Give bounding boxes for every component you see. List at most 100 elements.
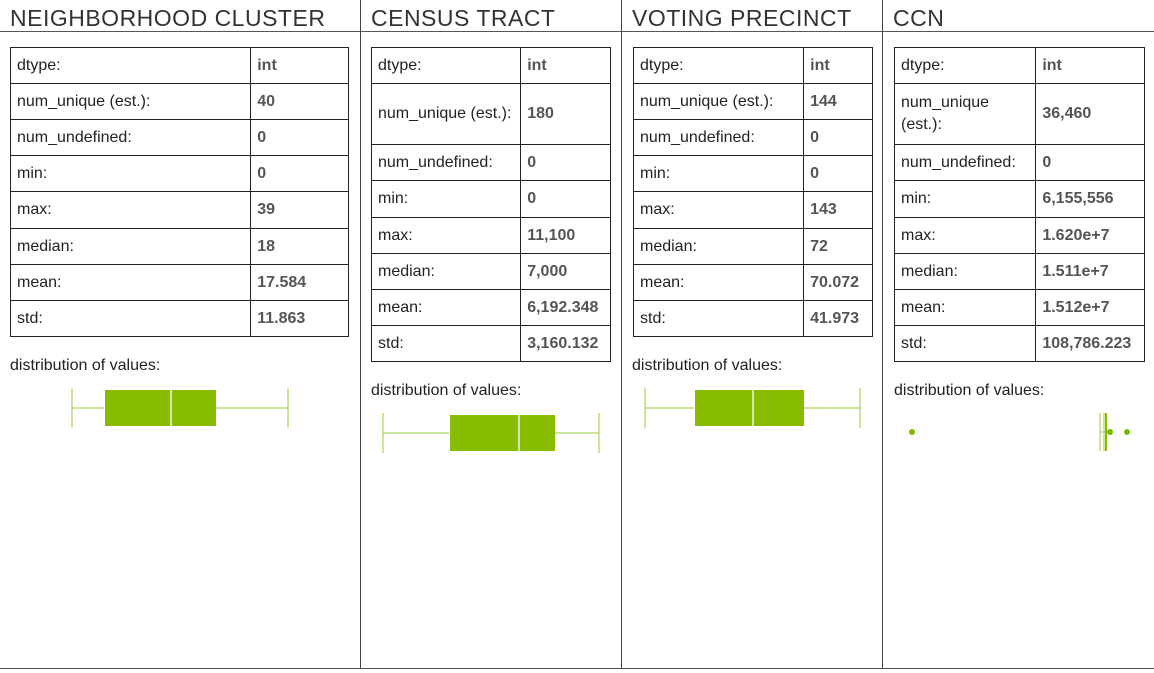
stats-table: dtype: int num_unique (est.): 40 num_undef… — [9, 47, 349, 337]
table-row: max: 143 — [632, 191, 873, 229]
stat-key-num-undefined: num_undefined: — [9, 119, 252, 156]
stat-value-min: 0 — [803, 155, 873, 192]
table-row: min: 0 — [632, 155, 873, 192]
column-title: CCN — [883, 0, 1154, 32]
stat-value-max: 143 — [803, 191, 873, 229]
box-rect — [695, 390, 804, 426]
column-title: CENSUS TRACT — [361, 0, 622, 32]
stat-key-dtype: dtype: — [9, 47, 252, 84]
stat-key-median: median: — [9, 228, 252, 265]
table-row: median: 7,000 — [370, 253, 611, 290]
stat-value-max: 1.620e+7 — [1035, 217, 1145, 254]
table-row: median: 18 — [9, 228, 349, 265]
stat-value-std: 41.973 — [803, 300, 873, 337]
table-row: dtype: int — [893, 47, 1145, 84]
table-row: dtype: int — [370, 47, 611, 84]
stat-value-mean: 17.584 — [250, 264, 349, 301]
stat-key-min: min: — [370, 180, 522, 218]
table-row: mean: 6,192.348 — [370, 289, 611, 326]
stats-table: dtype: int num_unique (est.): 144 num_unde… — [632, 47, 873, 337]
stat-key-std: std: — [893, 325, 1037, 362]
column-panel-neighborhood-cluster: NEIGHBORHOOD CLUSTER dtype: int num_uniqu… — [0, 0, 360, 669]
box-rect — [450, 415, 555, 451]
stat-value-median: 18 — [250, 228, 349, 265]
table-row: num_unique (est.): 144 — [632, 83, 873, 120]
table-row: std: 11.863 — [9, 300, 349, 337]
stat-key-median: median: — [893, 253, 1037, 290]
stat-value-min: 6,155,556 — [1035, 180, 1145, 218]
box-rect — [1105, 413, 1107, 451]
stat-value-num-undefined: 0 — [803, 119, 873, 156]
stat-value-dtype: int — [520, 47, 611, 84]
stat-value-max: 39 — [250, 191, 349, 229]
stat-value-dtype: int — [803, 47, 873, 84]
stat-value-num-unique: 144 — [803, 83, 873, 120]
stat-value-median: 72 — [803, 228, 873, 265]
table-row: dtype: int — [9, 47, 349, 84]
stat-key-std: std: — [9, 300, 252, 337]
stats-table: dtype: int num_unique (est.): 36,460 num_u… — [893, 47, 1145, 362]
outlier-point — [1124, 429, 1130, 435]
stat-value-min: 0 — [250, 155, 349, 192]
table-row: dtype: int — [632, 47, 873, 84]
box-plot — [644, 388, 861, 428]
stat-key-max: max: — [370, 217, 522, 254]
stat-value-median: 1.511e+7 — [1035, 253, 1145, 290]
column-panel-voting-precinct: VOTING PRECINCT dtype: int num_unique (es… — [621, 0, 883, 669]
stats-table: dtype: int num_unique (est.): 180 num_unde… — [370, 47, 611, 362]
stat-value-dtype: int — [1035, 47, 1145, 84]
stat-key-std: std: — [632, 300, 805, 337]
stat-key-median: median: — [370, 253, 522, 290]
stat-key-num-unique: num_unique (est.): — [632, 83, 805, 120]
distribution-label: distribution of values: — [894, 382, 1045, 399]
stat-value-dtype: int — [250, 47, 349, 84]
table-row: std: 108,786.223 — [893, 325, 1145, 362]
stat-value-num-undefined: 0 — [520, 144, 611, 181]
table-row: num_unique (est.): 36,460 — [893, 83, 1145, 145]
table-row: num_unique (est.): 40 — [9, 83, 349, 120]
distribution-label: distribution of values: — [632, 357, 783, 374]
stat-key-max: max: — [9, 191, 252, 229]
stat-key-dtype: dtype: — [632, 47, 805, 84]
stat-key-dtype: dtype: — [893, 47, 1037, 84]
table-row: num_undefined: 0 — [370, 144, 611, 181]
table-row: max: 1.620e+7 — [893, 217, 1145, 254]
stat-key-dtype: dtype: — [370, 47, 522, 84]
stat-value-num-unique: 36,460 — [1035, 83, 1145, 145]
stat-value-std: 11.863 — [250, 300, 349, 337]
table-row: median: 72 — [632, 228, 873, 265]
outlier-point — [909, 429, 915, 435]
table-row: num_undefined: 0 — [9, 119, 349, 156]
stat-key-mean: mean: — [893, 289, 1037, 326]
stat-value-median: 7,000 — [520, 253, 611, 290]
table-row: median: 1.511e+7 — [893, 253, 1145, 290]
stat-value-num-unique: 180 — [520, 83, 611, 145]
stat-key-min: min: — [9, 155, 252, 192]
table-row: max: 11,100 — [370, 217, 611, 254]
stat-key-max: max: — [632, 191, 805, 229]
box-plot — [382, 413, 600, 453]
stat-key-mean: mean: — [9, 264, 252, 301]
table-row: max: 39 — [9, 191, 349, 229]
stat-value-mean: 70.072 — [803, 264, 873, 301]
column-panel-census-tract: CENSUS TRACT dtype: int num_unique (est.)… — [360, 0, 622, 669]
stat-key-min: min: — [893, 180, 1037, 218]
column-panel-ccn: CCN dtype: int num_unique (est.): 36,460 n… — [882, 0, 1154, 669]
stat-key-num-undefined: num_undefined: — [370, 144, 522, 181]
box-plot-compressed — [909, 413, 1130, 451]
table-row: std: 41.973 — [632, 300, 873, 337]
stat-value-num-unique: 40 — [250, 83, 349, 120]
distribution-label: distribution of values: — [371, 382, 522, 399]
table-row: num_unique (est.): 180 — [370, 83, 611, 145]
table-row: min: 0 — [9, 155, 349, 192]
column-title: VOTING PRECINCT — [622, 0, 883, 32]
stat-key-num-undefined: num_undefined: — [893, 144, 1037, 181]
stat-key-num-unique: num_unique (est.): — [9, 83, 252, 120]
box-rect — [105, 390, 216, 426]
table-row: mean: 17.584 — [9, 264, 349, 301]
table-row: num_undefined: 0 — [632, 119, 873, 156]
stat-value-mean: 6,192.348 — [520, 289, 611, 326]
stat-key-median: median: — [632, 228, 805, 265]
outlier-point — [1107, 429, 1113, 435]
stat-value-max: 11,100 — [520, 217, 611, 254]
